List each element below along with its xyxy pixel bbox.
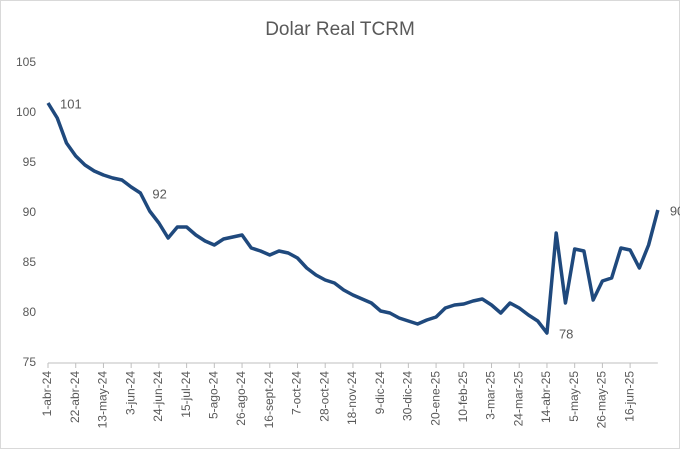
x-tick-label: 9-dic-24 bbox=[373, 371, 387, 415]
x-tick-label: 28-oct-24 bbox=[317, 371, 331, 422]
x-tick-label: 13-may-24 bbox=[96, 371, 110, 429]
x-tick-label: 18-nov-24 bbox=[345, 371, 359, 425]
line-series bbox=[46, 102, 660, 335]
value-label: 78 bbox=[559, 326, 573, 341]
y-tick-label: 85 bbox=[23, 255, 37, 269]
y-tick-label: 100 bbox=[16, 105, 36, 119]
chart-title: Dolar Real TCRM bbox=[265, 19, 415, 40]
y-tick-label: 90 bbox=[23, 205, 37, 219]
x-tick-label: 3-jun-24 bbox=[123, 371, 137, 415]
y-tick-label: 75 bbox=[23, 355, 37, 369]
x-tick-label: 16-jun-25 bbox=[622, 371, 636, 422]
x-tick-label: 30-dic-24 bbox=[401, 371, 415, 421]
x-tick-label: 7-oct-24 bbox=[290, 371, 304, 415]
x-tick-label: 5-ago-24 bbox=[206, 371, 220, 419]
y-tick-label: 105 bbox=[16, 55, 36, 69]
y-tick-label: 95 bbox=[23, 155, 37, 169]
x-tick-label: 24-mar-25 bbox=[511, 371, 525, 427]
x-tick-label: 3-mar-25 bbox=[484, 371, 498, 420]
x-tick-label: 5-may-25 bbox=[567, 371, 581, 422]
value-label: 92 bbox=[152, 186, 166, 201]
value-label: 101 bbox=[60, 96, 82, 111]
x-tick-label: 10-feb-25 bbox=[456, 371, 470, 423]
value-label: 90 bbox=[670, 203, 680, 218]
x-tick-label: 24-jun-24 bbox=[151, 371, 165, 422]
x-tick-label: 15-jul-24 bbox=[179, 371, 193, 418]
x-tick-label: 14-abr-25 bbox=[539, 371, 553, 423]
x-tick-label: 16-sept-24 bbox=[262, 371, 276, 429]
x-tick-label: 26-ago-24 bbox=[234, 371, 248, 426]
x-tick-label: 26-may-25 bbox=[595, 371, 609, 429]
y-tick-label: 80 bbox=[23, 305, 37, 319]
x-tick-label: 22-abr-24 bbox=[68, 371, 82, 423]
x-tick-label: 20-ene-25 bbox=[428, 371, 442, 426]
x-tick-label: 1-abr-24 bbox=[40, 371, 54, 417]
